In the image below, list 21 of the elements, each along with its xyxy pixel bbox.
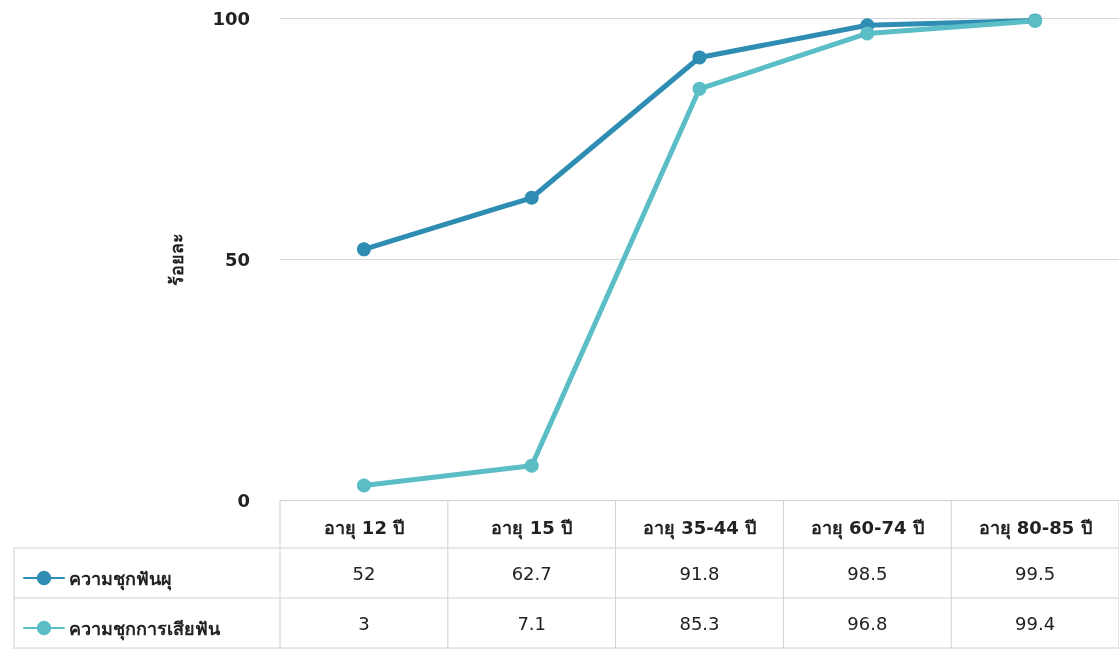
- x-tick-label: อายุ 60-74 ปี: [810, 516, 924, 540]
- data-label: 62.7: [511, 562, 552, 584]
- data-label: 96.8: [847, 612, 888, 634]
- data-label: 98.5: [847, 562, 888, 584]
- data-label: 85.3: [679, 612, 720, 634]
- legend-label: ความชุกฟันผุ: [69, 567, 172, 591]
- x-tick-label: อายุ 15 ปี: [491, 516, 572, 540]
- data-label: 52: [352, 562, 376, 584]
- x-tick-label: อายุ 80-85 ปี: [978, 516, 1092, 540]
- x-tick-label: อายุ 35-44 ปี: [642, 516, 757, 540]
- data-label: 7.1: [517, 612, 547, 634]
- data-label: 99.4: [1015, 612, 1056, 634]
- data-label: 91.8: [679, 562, 720, 584]
- x-tick-label: อายุ 12 ปี: [323, 516, 405, 540]
- y-axis-title: ร้อยละ: [165, 232, 187, 286]
- y-tick-label: 0: [237, 489, 250, 511]
- legend-label: ความชุกการเสียฟัน: [69, 617, 221, 641]
- data-label: 3: [358, 612, 370, 634]
- y-tick-label: 50: [224, 248, 250, 270]
- y-tick-label: 100: [212, 7, 250, 29]
- data-label: 99.5: [1015, 562, 1056, 584]
